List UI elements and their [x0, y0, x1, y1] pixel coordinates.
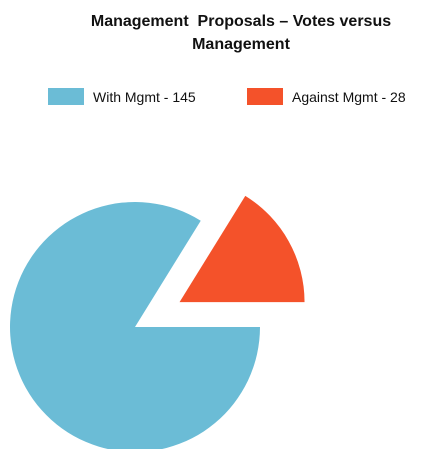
legend-swatch	[48, 88, 84, 105]
pie-slice	[10, 202, 260, 449]
legend: With Mgmt - 145 Against Mgmt - 28	[0, 88, 431, 108]
legend-swatch	[247, 88, 283, 105]
legend-item: With Mgmt - 145	[48, 88, 196, 105]
legend-item: Against Mgmt - 28	[247, 88, 406, 105]
legend-label: Against Mgmt - 28	[292, 88, 406, 105]
legend-label: With Mgmt - 145	[93, 88, 196, 105]
chart-title: Management Proposals – Votes versus Mana…	[90, 13, 396, 53]
pie-slice	[179, 195, 305, 303]
